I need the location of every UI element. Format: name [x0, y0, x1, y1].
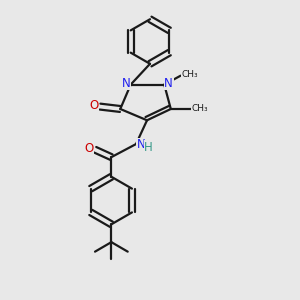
Text: N: N	[136, 138, 145, 152]
Text: H: H	[144, 140, 153, 154]
Text: CH₃: CH₃	[181, 70, 198, 79]
Text: N: N	[122, 76, 130, 90]
Text: CH₃: CH₃	[192, 104, 208, 113]
Text: O: O	[84, 142, 94, 155]
Text: O: O	[89, 99, 98, 112]
Text: N: N	[164, 76, 173, 90]
